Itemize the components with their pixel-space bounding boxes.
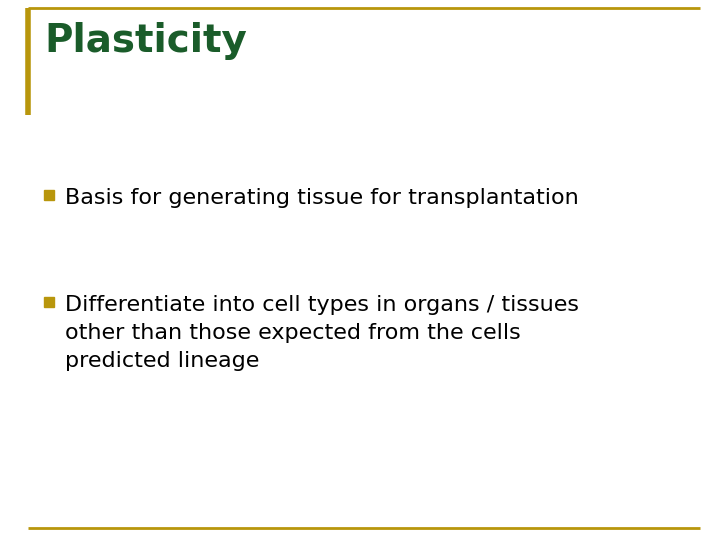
Text: Differentiate into cell types in organs / tissues
other than those expected from: Differentiate into cell types in organs … <box>65 295 579 371</box>
Text: Plasticity: Plasticity <box>44 22 247 60</box>
Bar <box>44 190 54 200</box>
Bar <box>44 297 54 307</box>
Text: Basis for generating tissue for transplantation: Basis for generating tissue for transpla… <box>65 188 579 208</box>
